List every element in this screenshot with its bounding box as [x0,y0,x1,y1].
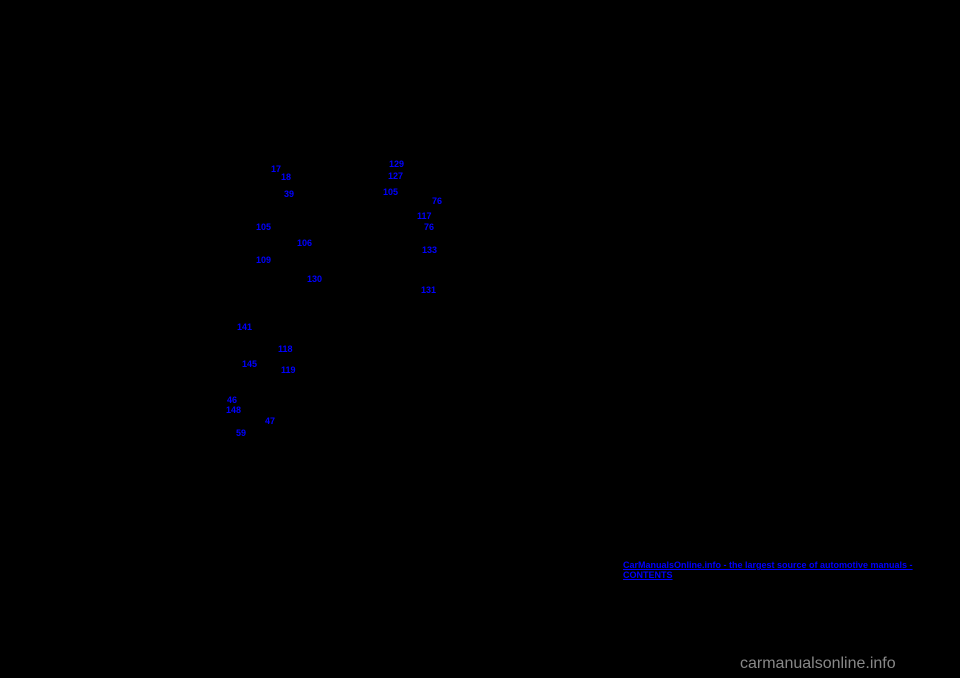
page-number-link[interactable]: 76 [424,222,434,232]
page-number-link[interactable]: 39 [284,189,294,199]
page-number-link[interactable]: 105 [383,187,398,197]
page-number-link[interactable]: 46 [227,395,237,405]
page-number-link[interactable]: 18 [281,172,291,182]
page-number-link[interactable]: 148 [226,405,241,415]
page-number-link[interactable]: 47 [265,416,275,426]
watermark: carmanualsonline.info [740,655,896,673]
page-number-link[interactable]: 76 [432,196,442,206]
page-number-link[interactable]: 131 [421,285,436,295]
page-number-link[interactable]: 106 [297,238,312,248]
page-number-link[interactable]: 127 [388,171,403,181]
page-number-link[interactable]: 109 [256,255,271,265]
page-number-link[interactable]: 59 [236,428,246,438]
page-number-link[interactable]: 133 [422,245,437,255]
page-number-link[interactable]: 145 [242,359,257,369]
page-number-link[interactable]: 130 [307,274,322,284]
page-number-link[interactable]: 118 [278,344,293,354]
page-number-link[interactable]: 129 [389,159,404,169]
page-number-link[interactable]: 117 [417,211,432,221]
footer-link[interactable]: CarManualsOnline.info - the largest sour… [623,560,960,580]
page-number-link[interactable]: 119 [281,365,296,375]
page-number-link[interactable]: 141 [237,322,252,332]
page-number-link[interactable]: 17 [271,164,281,174]
page-number-link[interactable]: 105 [256,222,271,232]
